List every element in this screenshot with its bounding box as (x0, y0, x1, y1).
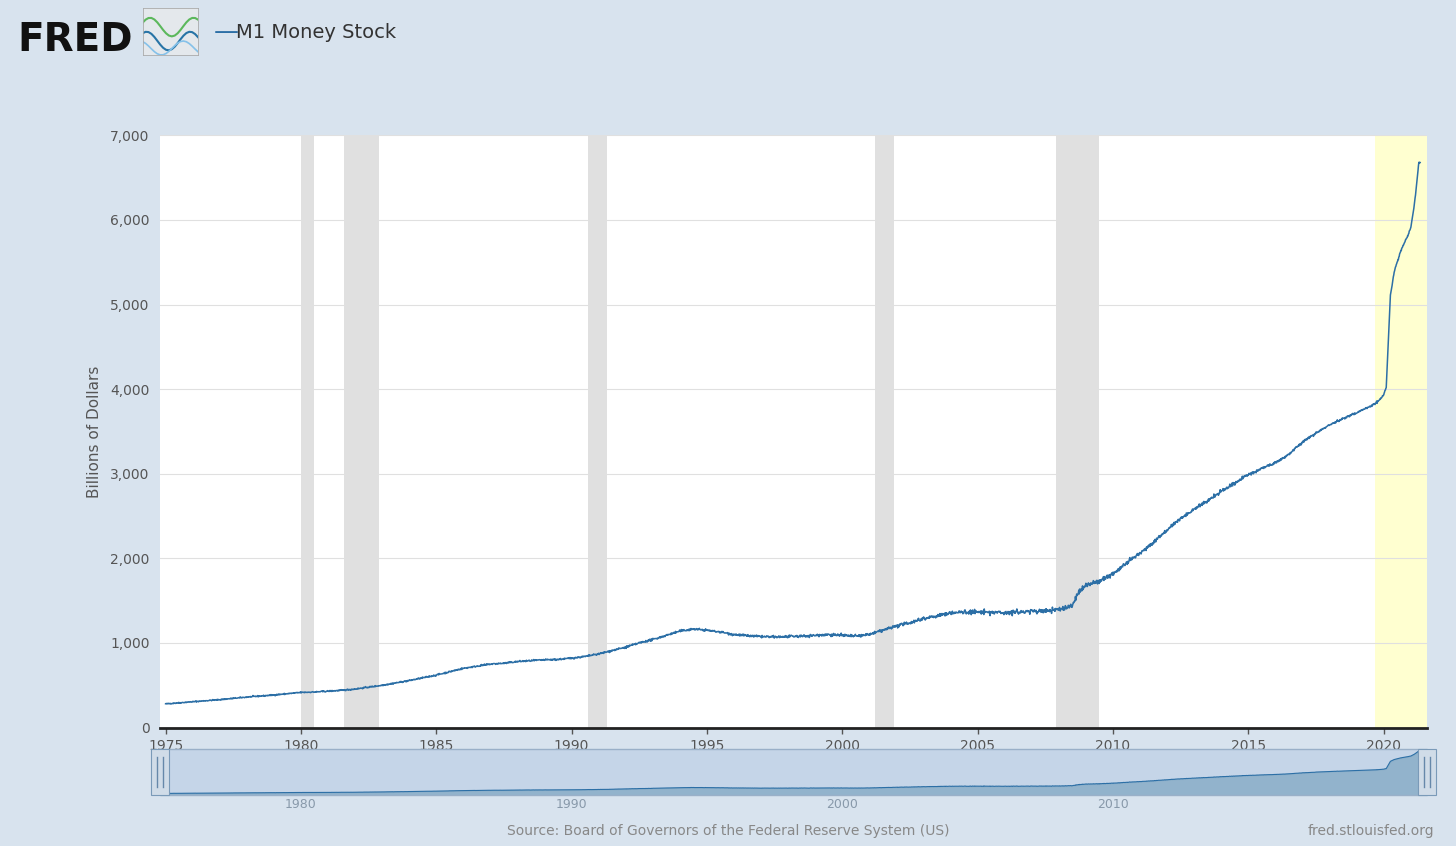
Bar (1056, 135, 1099, 728)
Text: Source: Board of Governors of the Federal Reserve System (US): Source: Board of Governors of the Federa… (507, 824, 949, 838)
Bar (588, 135, 607, 728)
Bar (1376, 135, 1427, 728)
Text: M1 Money Stock: M1 Money Stock (236, 23, 396, 41)
Bar (344, 135, 380, 728)
Text: fred.stlouisfed.org: fred.stlouisfed.org (1307, 824, 1434, 838)
Bar (1383, 135, 1395, 728)
Bar (301, 135, 314, 728)
Y-axis label: Billions of Dollars: Billions of Dollars (87, 365, 102, 497)
Text: FRED: FRED (17, 21, 132, 59)
Text: —: — (214, 20, 239, 44)
Bar (875, 135, 894, 728)
